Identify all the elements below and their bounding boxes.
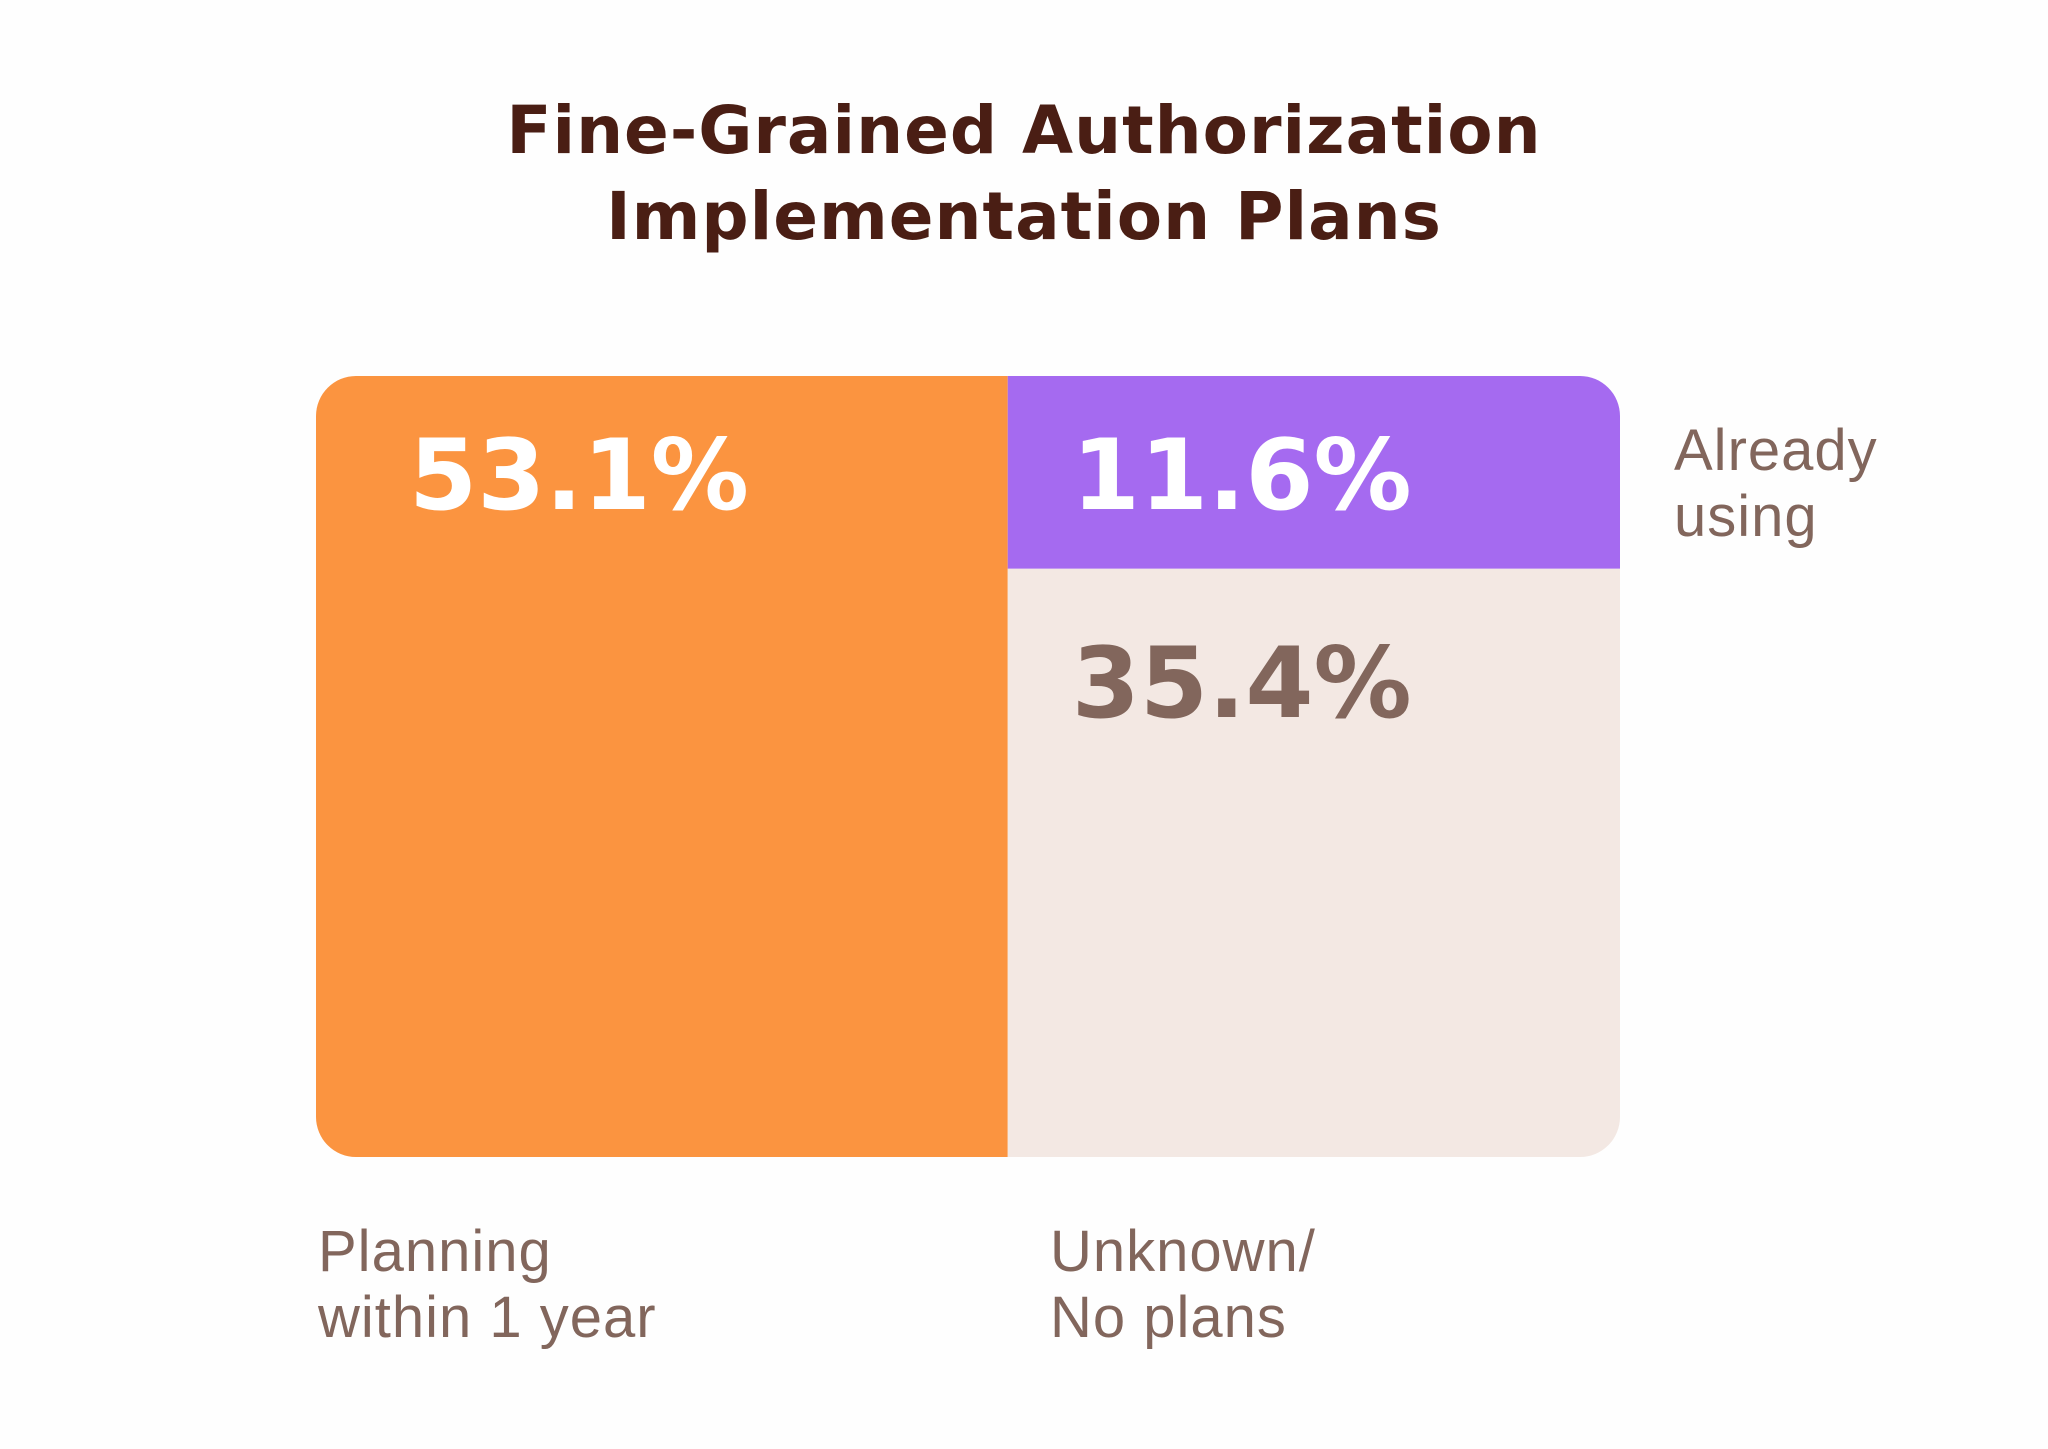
value-label-unknown: 35.4% (1072, 627, 1412, 741)
label-line: Already (1674, 418, 1878, 483)
category-label-already-using: Already using (1674, 418, 1878, 550)
title-line-1: Fine-Grained Authorization (506, 92, 1542, 169)
label-line: No plans (1050, 1285, 1287, 1350)
label-line: within 1 year (318, 1285, 657, 1350)
category-label-unknown: Unknown/ No plans (1050, 1219, 1316, 1351)
value-label-already-using: 11.6% (1072, 419, 1412, 533)
label-line: using (1674, 484, 1818, 549)
segment-planning (316, 376, 1008, 1157)
category-label-planning: Planning within 1 year (318, 1219, 657, 1351)
title-line-2: Implementation Plans (606, 178, 1442, 255)
segment-unknown (1007, 568, 1620, 1157)
label-line: Planning (318, 1219, 552, 1284)
chart-title: Fine-Grained Authorization Implementatio… (0, 88, 2048, 260)
value-label-planning: 53.1% (409, 419, 749, 533)
segment-already-using (1007, 376, 1620, 569)
label-line: Unknown/ (1050, 1219, 1316, 1284)
